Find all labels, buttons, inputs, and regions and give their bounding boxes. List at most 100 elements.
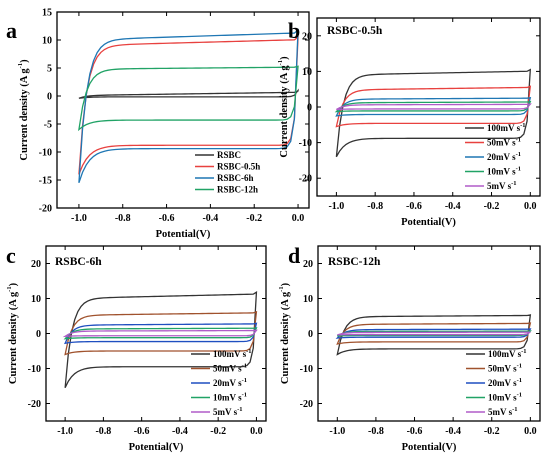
- y-axis-label: Current density (A g-1): [6, 282, 19, 384]
- cv-curve-5mv-s: [336, 103, 532, 111]
- y-axis-label-sup: -1: [278, 286, 285, 291]
- cv-curve-rsbc-0-5h: [78, 35, 299, 175]
- y-tick-label: 10: [42, 36, 52, 47]
- y-axis-label: Current density (A g-1): [278, 282, 291, 384]
- y-tick-label: 0: [308, 329, 313, 340]
- x-tick-label: -0.2: [484, 201, 500, 212]
- y-tick-label: -10: [299, 138, 312, 149]
- legend-entry: RSBC-0.5h: [217, 162, 260, 172]
- legend-entry: 50mV s-1: [213, 363, 247, 374]
- legend-entry-name: 10mV s: [213, 393, 242, 403]
- y-axis-label-end: ): [19, 59, 30, 63]
- legend-entry-name: 100mV s: [213, 349, 247, 359]
- x-tick-label: -0.8: [115, 213, 131, 224]
- cv-curve-50mv-s: [64, 310, 258, 356]
- x-tick-label: -0.8: [95, 426, 111, 437]
- y-axis-label-main: Current density (A g: [8, 291, 19, 384]
- panel-b: -1.0 -0.8 -0.6 -0.4 -0.2 0.0 -20 -10 0 10 20 Potent…: [277, 17, 541, 228]
- legend-entry-sup: -1: [511, 180, 516, 187]
- x-tick-label: -0.6: [406, 201, 422, 212]
- x-tick-label: -0.4: [445, 426, 461, 437]
- legend-entry: 5mV s-1: [213, 406, 243, 417]
- legend-entry: 10mV s-1: [213, 392, 247, 403]
- y-tick-label: 20: [303, 259, 313, 270]
- legend-entry-sup: -1: [516, 151, 521, 158]
- panel-letter: b: [288, 18, 300, 43]
- legend-entry-name: 10mV s: [488, 393, 517, 403]
- y-axis-label-end: ): [279, 56, 290, 60]
- x-tick-label: -0.6: [159, 213, 175, 224]
- legend-entry-name: 100mV s: [487, 123, 521, 133]
- y-tick-label: -10: [28, 364, 41, 375]
- legend-entry-name: 50mV s: [487, 138, 516, 148]
- x-tick-label: 0.0: [250, 426, 263, 437]
- legend-entry-name: 50mV s: [213, 364, 242, 374]
- cv-curve-rsbc: [78, 88, 299, 99]
- y-axis-label-end: ): [8, 282, 19, 286]
- panel-letter: d: [288, 243, 300, 268]
- y-tick-label: -15: [39, 176, 52, 187]
- legend-entry-sup: -1: [517, 392, 522, 399]
- y-tick-label: 10: [302, 67, 312, 78]
- legend-entry-sup: -1: [242, 377, 247, 384]
- legend-entry-name: 5mV s: [488, 407, 513, 417]
- legend-entry: 50mV s-1: [487, 137, 521, 148]
- legend-entry-sup: -1: [521, 348, 526, 355]
- legend-entry: 5mV s-1: [487, 180, 517, 191]
- legend-entry: 10mV s-1: [487, 166, 521, 177]
- cv-curve-rsbc-6h: [78, 28, 299, 184]
- cv-curve-5mv-s: [337, 331, 531, 336]
- legend-entry-sup: -1: [246, 348, 251, 355]
- y-tick-label: 10: [31, 294, 41, 305]
- legend-entry-sup: -1: [520, 122, 525, 129]
- legend-entry: 5mV s-1: [488, 406, 518, 417]
- y-tick-label: 20: [31, 259, 41, 270]
- legend-entry-name: RSBC: [217, 150, 241, 160]
- y-axis-label-sup: -1: [17, 63, 24, 68]
- cv-curve-20mv-s: [335, 328, 532, 339]
- x-tick-label: -0.4: [172, 426, 188, 437]
- legend-entry-name: RSBC-6h: [217, 173, 254, 183]
- legend-entry-name: RSBC-0.5h: [217, 162, 260, 172]
- x-axis-label: Potential(V): [156, 229, 211, 240]
- legend-entry-name: 20mV s: [487, 152, 516, 162]
- y-tick-label: -5: [44, 120, 52, 131]
- legend-entry: 10mV s-1: [488, 392, 522, 403]
- legend-entry: 20mV s-1: [487, 151, 521, 162]
- x-tick-label: -0.4: [202, 213, 218, 224]
- cv-curve-20mv-s: [64, 322, 258, 345]
- legend-entry-name: 20mV s: [488, 378, 517, 388]
- x-tick-label: 0.0: [524, 426, 537, 437]
- panel-letter: c: [6, 243, 16, 268]
- legend-entry: 100mV s-1: [487, 122, 526, 133]
- legend-entry: RSBC-6h: [217, 173, 254, 183]
- cv-curve-rsbc-12h: [78, 65, 299, 132]
- x-tick-label: -0.8: [367, 201, 383, 212]
- legend-entry: RSBC: [217, 150, 241, 160]
- y-tick-label: -20: [300, 399, 313, 410]
- cv-curve-10mv-s: [336, 330, 532, 337]
- legend-entry: 100mV s-1: [488, 348, 527, 359]
- x-tick-label: -0.4: [445, 201, 461, 212]
- legend-entry-name: 20mV s: [213, 378, 242, 388]
- panel-a: -1.0 -0.8 -0.6 -0.4 -0.2 0.0-20-15-10-5051015…: [6, 8, 310, 240]
- y-axis-label: Current density (A g-1): [17, 59, 30, 161]
- legend-entry-sup: -1: [512, 406, 517, 413]
- legend-entry-name: 100mV s: [488, 349, 522, 359]
- y-tick-label: -10: [39, 148, 52, 159]
- legend-entry: 20mV s-1: [213, 377, 247, 388]
- y-tick-label: 15: [42, 8, 52, 19]
- plot-frame: [56, 11, 310, 209]
- panel-d: -1.0 -0.8 -0.6 -0.4 -0.2 0.0 -20 -10 0 10 20 Potent…: [278, 243, 541, 453]
- cv-curve-5mv-s: [62, 329, 258, 338]
- x-tick-label: 0.0: [524, 201, 537, 212]
- y-tick-label: 0: [307, 103, 312, 114]
- legend-entry-sup: -1: [516, 166, 521, 173]
- x-tick-label: -1.0: [328, 201, 344, 212]
- legend-entry-name: 50mV s: [488, 364, 517, 374]
- x-tick-label: -1.0: [57, 426, 73, 437]
- y-tick-label: 0: [47, 92, 52, 103]
- y-tick-label: -20: [39, 204, 52, 215]
- panel-c: -1.0 -0.8 -0.6 -0.4 -0.2 0.0 -20 -10 0 10 20 Potent…: [6, 243, 267, 453]
- x-tick-label: -0.6: [134, 426, 150, 437]
